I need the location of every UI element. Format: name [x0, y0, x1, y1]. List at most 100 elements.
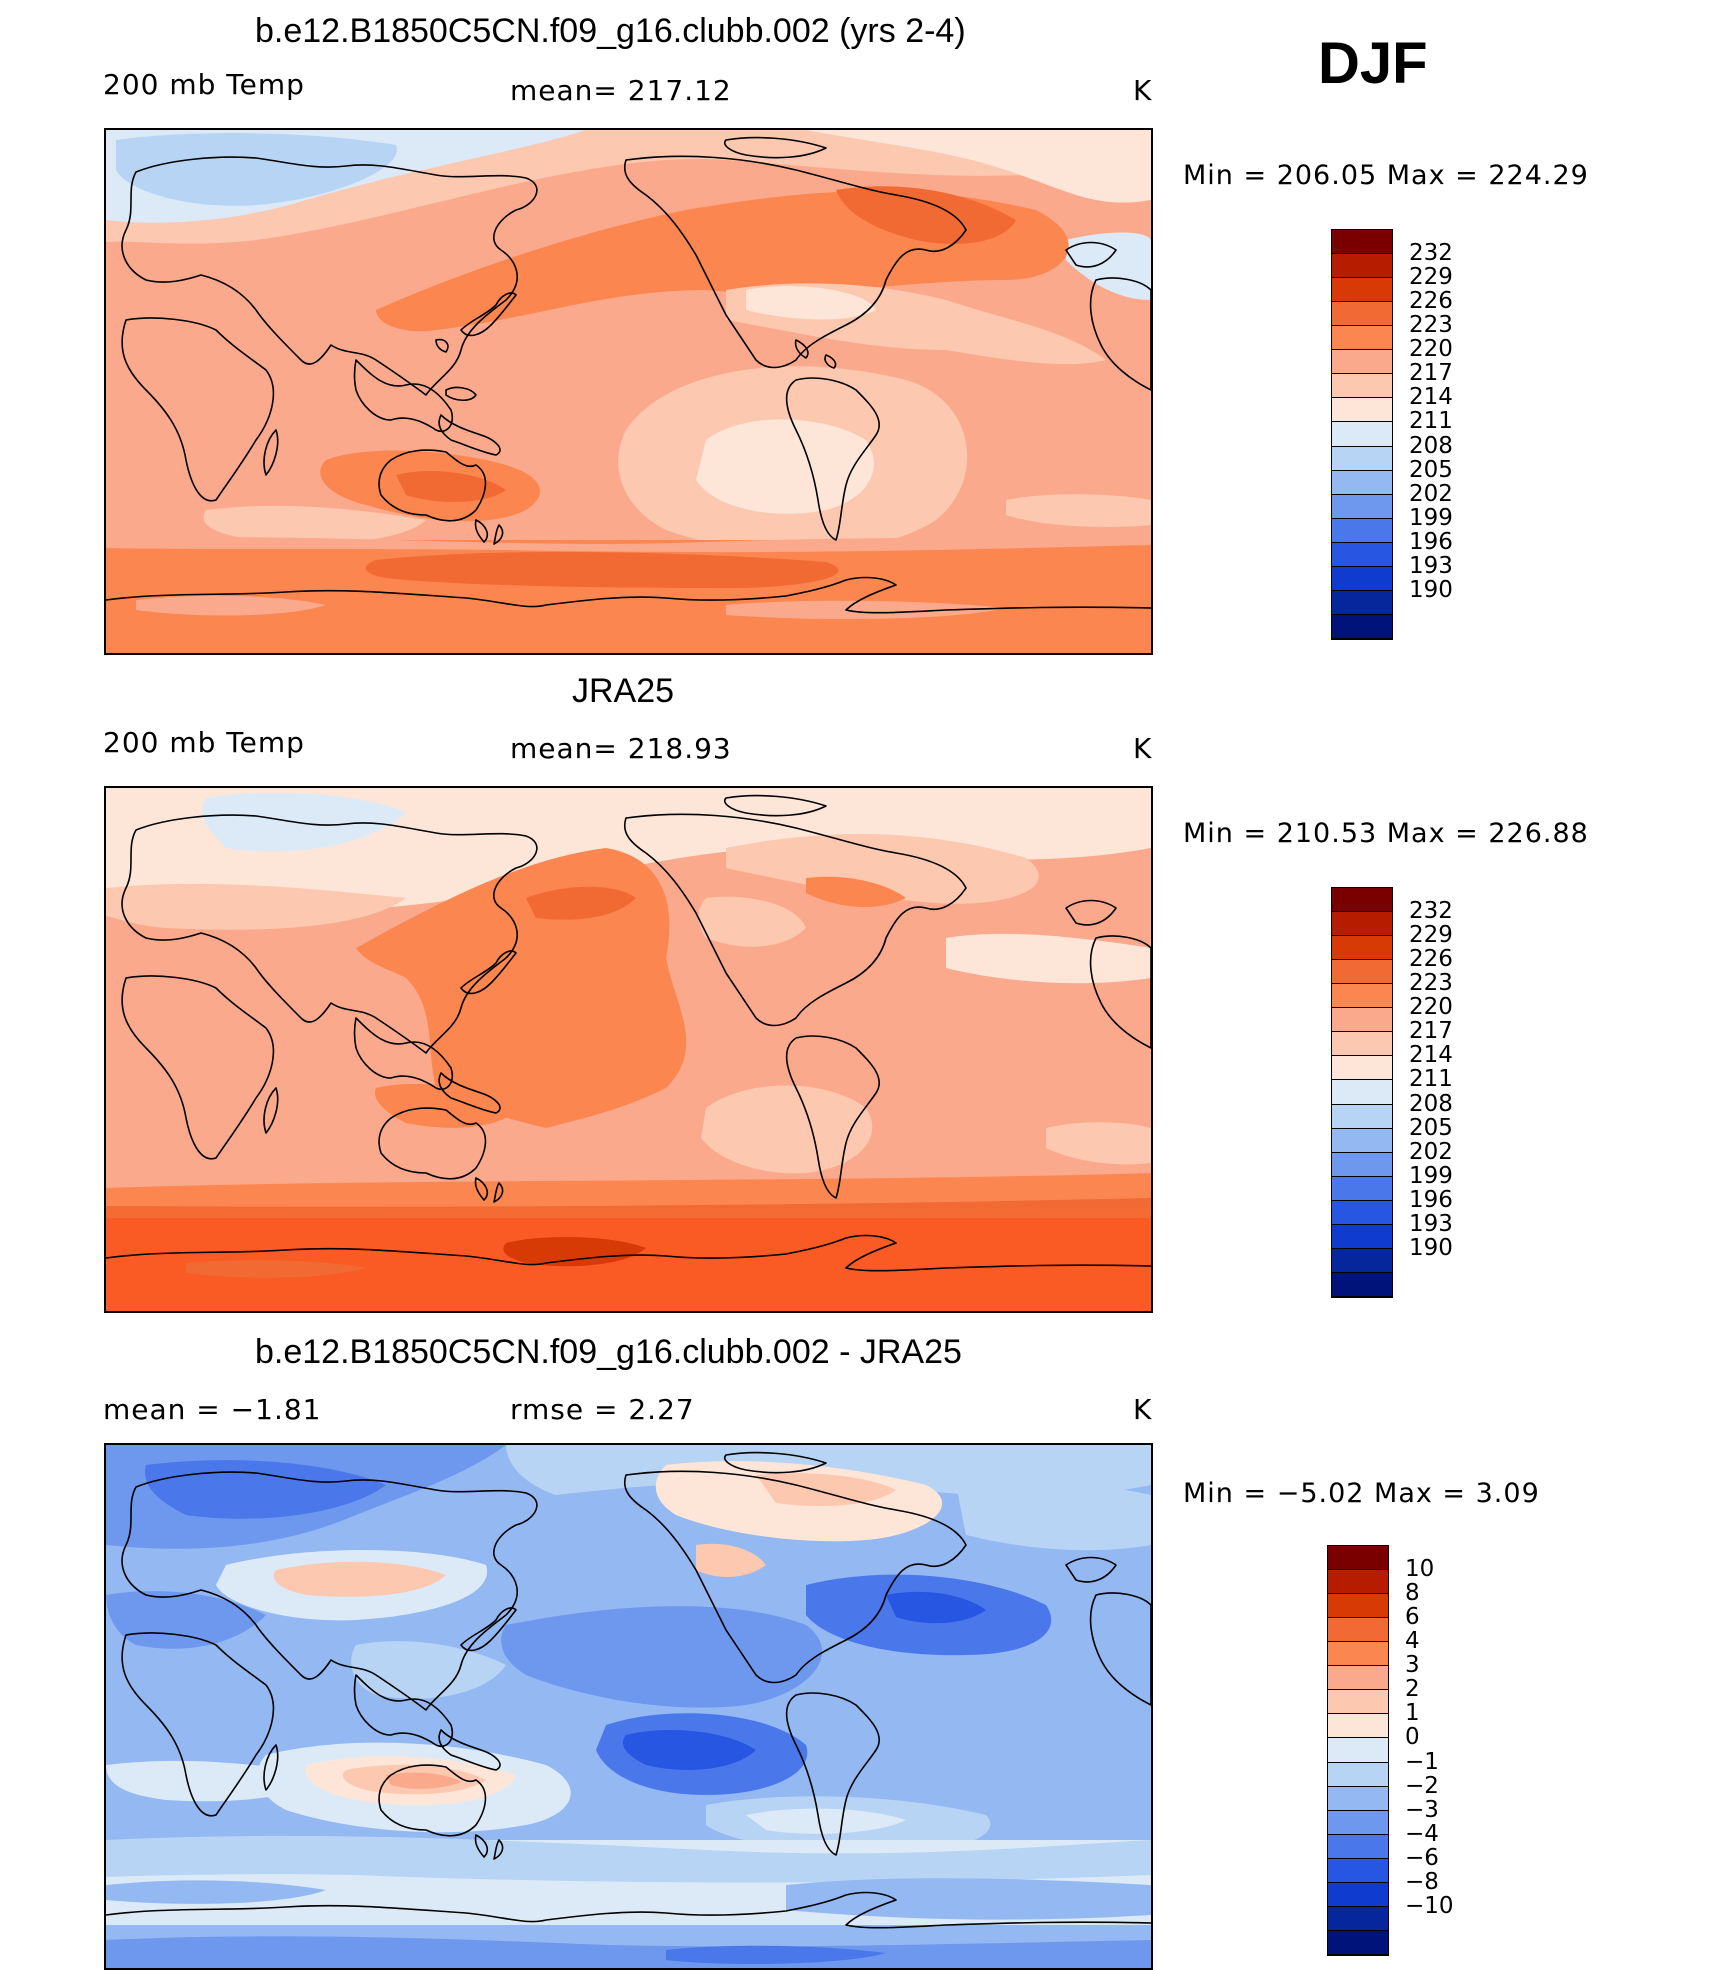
- panel2-colorbar: [1331, 887, 1393, 1298]
- colorbar-tick-label: 217: [1409, 1018, 1453, 1045]
- colorbar-swatch: [1332, 422, 1392, 447]
- colorbar-tick-label: 10: [1405, 1556, 1435, 1583]
- colorbar-tick-label: 202: [1409, 480, 1453, 507]
- panel1-mean-label: mean= 217.12: [510, 74, 732, 107]
- colorbar-tick-label: 190: [1409, 576, 1453, 603]
- panel3-title: b.e12.B1850C5CN.f09_g16.clubb.002 - JRA2…: [255, 1333, 962, 1371]
- panel3-mean-label: mean = −1.81: [103, 1393, 322, 1426]
- colorbar-tick-label: −8: [1405, 1868, 1439, 1895]
- colorbar-swatch: [1332, 1272, 1392, 1297]
- colorbar-swatch: [1328, 1570, 1388, 1595]
- panel3-map: [104, 1443, 1153, 1970]
- colorbar-tick-label: 229: [1409, 922, 1453, 949]
- colorbar-tick-label: 0: [1405, 1724, 1420, 1751]
- colorbar-swatch: [1332, 984, 1392, 1009]
- colorbar-tick-label: 196: [1409, 528, 1453, 555]
- colorbar-swatch: [1332, 590, 1392, 615]
- panel1-min-max: Min = 206.05 Max = 224.29: [1183, 160, 1589, 191]
- colorbar-swatch: [1332, 518, 1392, 543]
- colorbar-swatch: [1332, 302, 1392, 327]
- colorbar-swatch: [1328, 1930, 1388, 1955]
- panel2-contour-field: [106, 788, 1151, 1311]
- colorbar-tick-label: 6: [1405, 1604, 1420, 1631]
- colorbar-swatch: [1332, 1008, 1392, 1033]
- colorbar-tick-label: 214: [1409, 1042, 1453, 1069]
- colorbar-swatch: [1332, 566, 1392, 591]
- colorbar-tick-label: 193: [1409, 1210, 1453, 1237]
- colorbar-swatch: [1328, 1594, 1388, 1619]
- colorbar-swatch: [1328, 1810, 1388, 1835]
- colorbar-swatch: [1328, 1882, 1388, 1907]
- colorbar-tick-label: 217: [1409, 360, 1453, 387]
- colorbar-swatch: [1332, 350, 1392, 375]
- season-label: DJF: [1318, 31, 1428, 96]
- colorbar-tick-label: 205: [1409, 456, 1453, 483]
- colorbar-swatch: [1332, 470, 1392, 495]
- colorbar-swatch: [1328, 1642, 1388, 1667]
- colorbar-tick-label: 3: [1405, 1652, 1420, 1679]
- colorbar-tick-label: 205: [1409, 1114, 1453, 1141]
- panel1-map: [104, 128, 1153, 655]
- colorbar-tick-label: 211: [1409, 408, 1453, 435]
- colorbar-swatch: [1332, 1080, 1392, 1105]
- colorbar-tick-label: 214: [1409, 384, 1453, 411]
- colorbar-tick-label: −4: [1405, 1820, 1439, 1847]
- colorbar-tick-label: 226: [1409, 946, 1453, 973]
- colorbar-swatch: [1332, 1056, 1392, 1081]
- colorbar-tick-label: −6: [1405, 1844, 1439, 1871]
- colorbar-swatch: [1332, 1224, 1392, 1249]
- colorbar-tick-label: 229: [1409, 264, 1453, 291]
- colorbar-swatch: [1328, 1618, 1388, 1643]
- colorbar-tick-label: 196: [1409, 1186, 1453, 1213]
- panel1-units: K: [1133, 74, 1153, 107]
- colorbar-tick-label: 199: [1409, 504, 1453, 531]
- colorbar-swatch: [1328, 1858, 1388, 1883]
- colorbar-swatch: [1328, 1834, 1388, 1859]
- panel2-units: K: [1133, 732, 1153, 765]
- colorbar-tick-label: 1: [1405, 1700, 1420, 1727]
- panel3-colorbar: [1327, 1545, 1389, 1956]
- panel3-rmse-label: rmse = 2.27: [510, 1393, 695, 1426]
- colorbar-swatch: [1328, 1690, 1388, 1715]
- colorbar-tick-label: −10: [1405, 1892, 1454, 1919]
- colorbar-tick-label: 2: [1405, 1676, 1420, 1703]
- colorbar-swatch: [1332, 936, 1392, 961]
- colorbar-swatch: [1332, 1032, 1392, 1057]
- colorbar-tick-label: 199: [1409, 1162, 1453, 1189]
- panel2-variable-label: 200 mb Temp: [103, 726, 305, 759]
- colorbar-swatch: [1332, 1152, 1392, 1177]
- colorbar-swatch: [1328, 1738, 1388, 1763]
- colorbar-tick-label: 220: [1409, 336, 1453, 363]
- colorbar-swatch: [1332, 230, 1392, 255]
- panel1-title: b.e12.B1850C5CN.f09_g16.clubb.002 (yrs 2…: [255, 12, 966, 50]
- colorbar-swatch: [1332, 1200, 1392, 1225]
- panel3-contour-field: [106, 1445, 1151, 1968]
- panel2-title: JRA25: [572, 672, 675, 710]
- colorbar-tick-label: 223: [1409, 970, 1453, 997]
- colorbar-tick-label: 4: [1405, 1628, 1420, 1655]
- colorbar-tick-label: −2: [1405, 1772, 1439, 1799]
- colorbar-tick-label: 232: [1409, 240, 1453, 267]
- colorbar-tick-label: 220: [1409, 994, 1453, 1021]
- colorbar-swatch: [1332, 912, 1392, 937]
- colorbar-swatch: [1328, 1762, 1388, 1787]
- colorbar-tick-label: 232: [1409, 898, 1453, 925]
- colorbar-tick-label: 223: [1409, 312, 1453, 339]
- colorbar-swatch: [1328, 1666, 1388, 1691]
- colorbar-swatch: [1332, 278, 1392, 303]
- colorbar-tick-label: 193: [1409, 552, 1453, 579]
- panel2-map: [104, 786, 1153, 1313]
- colorbar-swatch: [1332, 888, 1392, 913]
- panel2-mean-label: mean= 218.93: [510, 732, 732, 765]
- colorbar-swatch: [1332, 326, 1392, 351]
- colorbar-swatch: [1332, 1248, 1392, 1273]
- colorbar-swatch: [1332, 1104, 1392, 1129]
- colorbar-tick-label: 226: [1409, 288, 1453, 315]
- colorbar-swatch: [1328, 1546, 1388, 1571]
- panel1-variable-label: 200 mb Temp: [103, 68, 305, 101]
- colorbar-swatch: [1332, 1128, 1392, 1153]
- colorbar-swatch: [1332, 960, 1392, 985]
- colorbar-swatch: [1332, 494, 1392, 519]
- panel1-colorbar: [1331, 229, 1393, 640]
- colorbar-swatch: [1332, 542, 1392, 567]
